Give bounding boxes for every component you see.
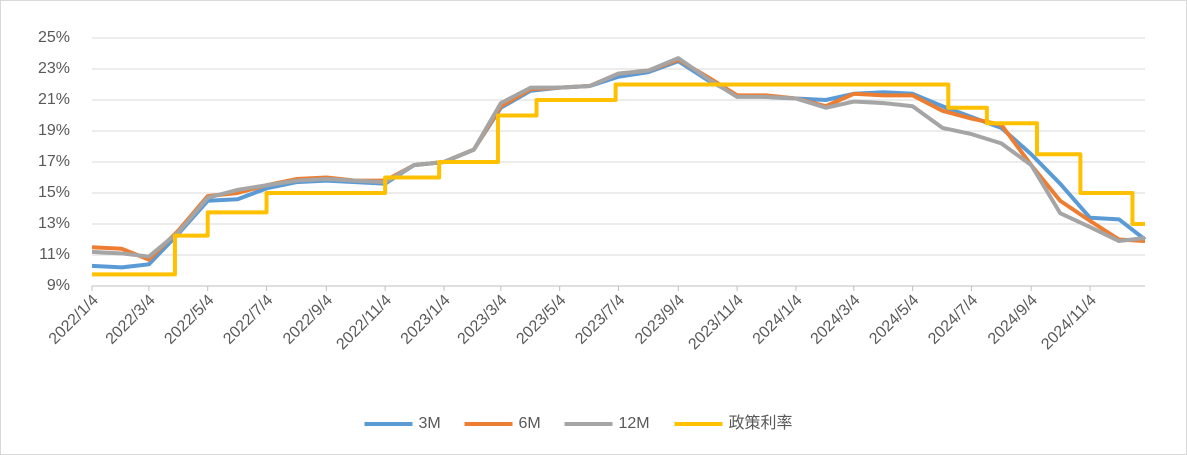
legend-label: 12M	[619, 415, 650, 432]
y-tick-label: 25%	[38, 29, 70, 46]
y-tick-label: 23%	[38, 60, 70, 77]
y-tick-label: 13%	[38, 215, 70, 232]
y-tick-label: 17%	[38, 153, 70, 170]
y-tick-label: 19%	[38, 122, 70, 139]
series-line	[92, 82, 1145, 277]
legend-label: 3M	[419, 415, 441, 432]
legend-label: 6M	[519, 415, 541, 432]
y-tick-label: 21%	[38, 91, 70, 108]
y-tick-label: 15%	[38, 184, 70, 201]
y-tick-label: 9%	[47, 277, 70, 294]
series-line	[91, 56, 1146, 259]
legend-label: 政策利率	[729, 414, 793, 432]
y-tick-label: 11%	[39, 246, 70, 263]
